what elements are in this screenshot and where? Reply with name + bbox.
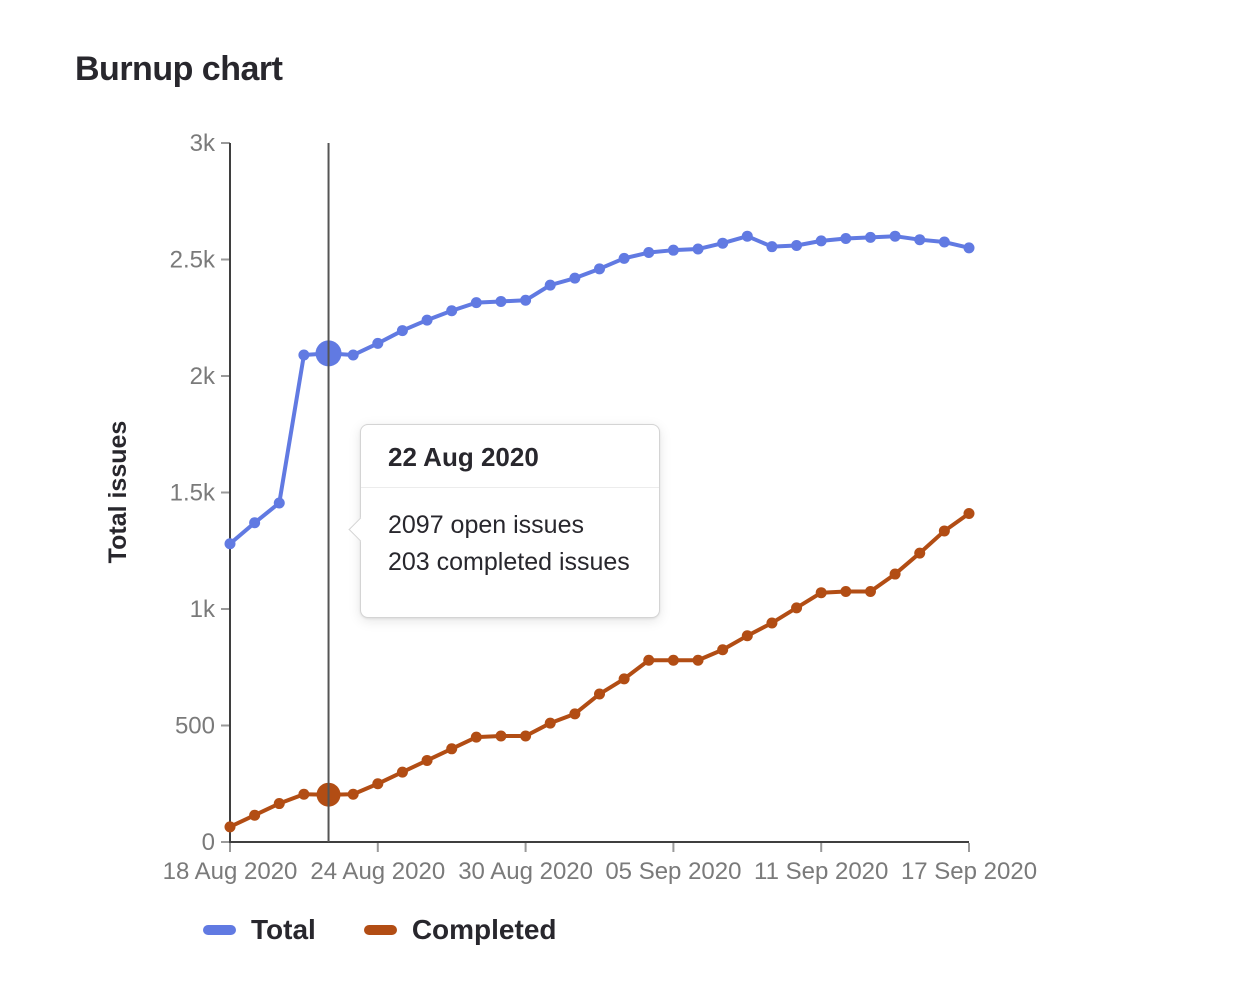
total-data-point[interactable] — [594, 263, 605, 275]
completed-data-point[interactable] — [421, 754, 433, 766]
completed-data-point[interactable] — [495, 730, 507, 742]
page-title: Burnup chart — [75, 50, 283, 88]
total-data-point[interactable] — [249, 517, 261, 529]
y-tick-label: 2k — [190, 363, 216, 390]
completed-data-point[interactable] — [938, 525, 950, 537]
completed-data-point[interactable] — [692, 654, 704, 666]
total-data-point[interactable] — [495, 295, 507, 307]
tooltip-date: 22 Aug 2020 — [361, 425, 659, 488]
completed-data-point[interactable] — [717, 644, 729, 656]
total-data-point[interactable] — [864, 231, 876, 243]
total-data-point[interactable] — [520, 294, 532, 306]
chart-tooltip: 22 Aug 2020 2097 open issues 203 complet… — [348, 424, 660, 618]
completed-data-point[interactable] — [864, 586, 876, 598]
legend-swatch — [203, 925, 236, 935]
total-data-point[interactable] — [667, 244, 679, 256]
completed-data-point[interactable] — [569, 708, 581, 720]
y-tick-label: 3k — [190, 130, 216, 157]
x-tick-label: 24 Aug 2020 — [310, 858, 445, 885]
completed-data-point[interactable] — [791, 602, 803, 614]
total-data-point[interactable] — [569, 272, 581, 284]
completed-data-point[interactable] — [963, 507, 975, 519]
total-data-point[interactable] — [224, 538, 236, 550]
legend-label: Total — [251, 914, 316, 945]
legend-label: Completed — [411, 914, 557, 945]
y-tick-label: 1.5k — [170, 480, 216, 507]
total-data-point[interactable] — [347, 349, 359, 361]
completed-data-point[interactable] — [815, 587, 827, 599]
completed-data-point[interactable] — [249, 809, 261, 821]
completed-data-point[interactable] — [766, 617, 778, 629]
total-data-point[interactable] — [692, 243, 704, 255]
completed-data-point[interactable] — [347, 788, 359, 800]
y-tick-label: 1k — [190, 596, 216, 623]
legend-item-completed[interactable]: Completed — [363, 914, 557, 946]
completed-data-point[interactable] — [889, 568, 901, 580]
total-data-point[interactable] — [421, 314, 433, 326]
completed-data-point[interactable] — [667, 654, 679, 666]
y-tick-label: 0 — [202, 829, 215, 856]
total-data-point[interactable] — [643, 247, 655, 259]
completed-data-point[interactable] — [298, 788, 310, 800]
y-tick-label: 2.5k — [170, 247, 216, 274]
completed-data-point[interactable] — [446, 743, 458, 755]
total-data-point[interactable] — [717, 237, 729, 249]
total-data-point[interactable] — [273, 497, 285, 509]
total-data-point[interactable] — [618, 252, 630, 264]
x-tick-label: 17 Sep 2020 — [901, 858, 1037, 885]
completed-data-point[interactable] — [396, 766, 408, 778]
tooltip-completed-issues: 203 completed issues — [388, 548, 630, 576]
total-data-point[interactable] — [446, 305, 458, 317]
total-data-point[interactable] — [372, 337, 384, 349]
total-data-point[interactable] — [766, 241, 778, 253]
total-data-point[interactable] — [914, 234, 926, 246]
x-tick-label: 30 Aug 2020 — [458, 858, 593, 885]
total-data-point[interactable] — [963, 242, 975, 254]
total-data-point[interactable] — [741, 230, 753, 242]
tooltip-body: 2097 open issues 203 completed issues — [361, 488, 659, 600]
chart-legend: Total Completed — [203, 914, 557, 946]
completed-data-point[interactable] — [618, 673, 630, 685]
completed-data-point[interactable] — [741, 630, 753, 642]
total-data-point[interactable] — [396, 325, 408, 337]
total-data-point[interactable] — [840, 233, 852, 245]
completed-data-point[interactable] — [470, 731, 482, 743]
completed-data-point[interactable] — [544, 717, 556, 729]
completed-data-point[interactable] — [520, 730, 532, 742]
x-tick-label: 18 Aug 2020 — [163, 858, 298, 885]
x-tick-label: 11 Sep 2020 — [754, 858, 888, 885]
tooltip-open-issues: 2097 open issues — [388, 511, 584, 539]
x-tick-label: 05 Sep 2020 — [605, 858, 741, 885]
completed-data-point[interactable] — [840, 586, 852, 598]
total-data-point[interactable] — [889, 230, 901, 242]
total-data-point[interactable] — [470, 297, 482, 309]
completed-data-point[interactable] — [372, 778, 384, 790]
completed-data-point[interactable] — [224, 821, 236, 833]
total-data-point[interactable] — [791, 240, 803, 252]
total-data-point[interactable] — [298, 349, 310, 361]
total-data-point[interactable] — [815, 235, 827, 247]
total-data-point[interactable] — [544, 279, 556, 291]
total-data-point[interactable] — [938, 236, 950, 248]
completed-data-point[interactable] — [643, 654, 655, 666]
completed-data-point[interactable] — [273, 798, 285, 810]
legend-item-total[interactable]: Total — [203, 914, 316, 946]
y-tick-label: 500 — [175, 713, 215, 740]
completed-data-point[interactable] — [914, 547, 926, 559]
completed-data-point[interactable] — [594, 688, 605, 700]
legend-swatch — [363, 925, 397, 935]
